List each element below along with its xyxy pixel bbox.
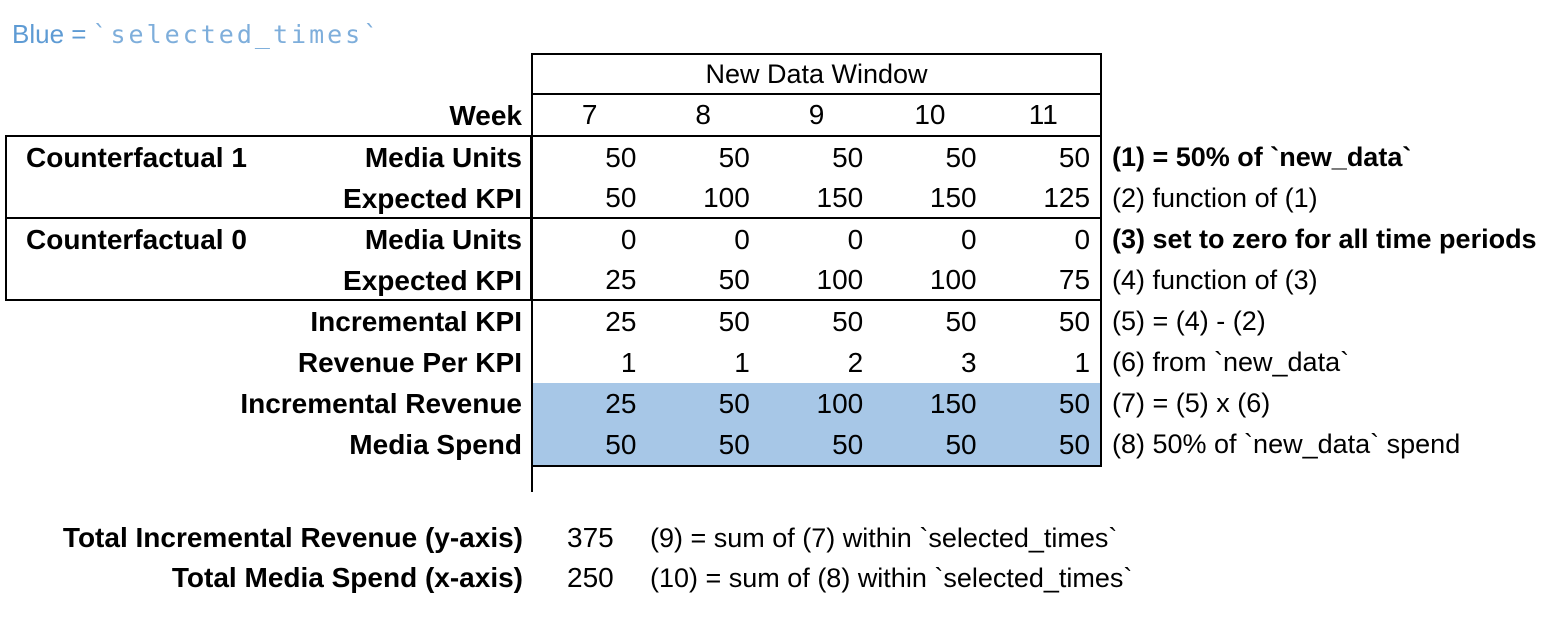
table-cell: 50 xyxy=(605,181,637,213)
row-label-media-units-cf1: Media Units xyxy=(364,141,522,173)
note-7: (7) = (5) x (6) xyxy=(1112,388,1271,418)
legend: Blue = `selected_times` xyxy=(12,16,381,52)
table-cell: 50 xyxy=(718,428,750,460)
row-label-media-units-cf0: Media Units xyxy=(364,223,522,255)
row-label-expected-kpi-cf0: Expected KPI xyxy=(343,264,522,296)
table-cell: 0 xyxy=(1074,223,1091,255)
table-cell: 50 xyxy=(605,428,637,460)
table-row-incremental-revenue-highlighted: 25 50 100 150 50 xyxy=(533,383,1100,424)
row-label-expected-kpi-cf1: Expected KPI xyxy=(343,182,522,214)
legend-code-selected-times: `selected_times` xyxy=(92,19,382,49)
row-label-revenue-per-kpi: Revenue Per KPI xyxy=(297,346,522,378)
table-cell: 50 xyxy=(832,141,864,173)
note-8: (8) 50% of `new_data` spend xyxy=(1112,429,1461,459)
note-4: (4) function of (3) xyxy=(1112,265,1318,295)
table-cell: 1 xyxy=(1074,346,1091,378)
week-header-row: 7 8 9 10 11 xyxy=(531,95,1102,137)
note-9: (9) = sum of (7) within `selected_times` xyxy=(650,522,1118,553)
table-row-media-units-cf0: 0 0 0 0 0 xyxy=(533,219,1100,260)
note-5: (5) = (4) - (2) xyxy=(1112,306,1266,336)
table-cell: 1 xyxy=(620,346,637,378)
table-cell: 50 xyxy=(718,263,750,295)
week-value: 9 xyxy=(808,99,825,130)
table-cell: 0 xyxy=(961,223,977,255)
table-row-expected-kpi-cf0: 25 50 100 100 75 xyxy=(533,260,1100,301)
week-value: 7 xyxy=(581,99,598,130)
table-cell: 50 xyxy=(945,141,977,173)
table-cell: 3 xyxy=(961,346,977,378)
counterfactual-1-label: Counterfactual 1 xyxy=(26,141,247,173)
table-cell: 50 xyxy=(945,305,977,337)
table-cell: 50 xyxy=(1058,305,1091,337)
table-cell: 50 xyxy=(718,141,750,173)
table-cell: 50 xyxy=(1058,428,1091,460)
table-cell: 100 xyxy=(929,263,977,295)
total-media-spend-value: 250 xyxy=(567,562,614,593)
table-cell: 25 xyxy=(605,305,637,337)
table-cell: 50 xyxy=(832,428,864,460)
table-cell: 100 xyxy=(816,387,864,419)
note-10: (10) = sum of (8) within `selected_times… xyxy=(650,562,1133,593)
table-cell: 0 xyxy=(847,223,864,255)
table-cell: 0 xyxy=(620,223,637,255)
row-label-incremental-kpi: Incremental KPI xyxy=(310,305,522,337)
table-cell: 100 xyxy=(703,181,750,213)
table-cell: 2 xyxy=(847,346,864,378)
counterfactual-0-label: Counterfactual 0 xyxy=(26,223,247,255)
table-cell: 50 xyxy=(718,305,750,337)
data-table: 50 50 50 50 50 50 100 150 150 125 0 0 0 … xyxy=(531,137,1102,467)
table-cell: 100 xyxy=(816,263,864,295)
note-6: (6) from `new_data` xyxy=(1112,347,1350,377)
table-row-media-units-cf1: 50 50 50 50 50 xyxy=(533,137,1100,178)
note-3: (3) set to zero for all time periods xyxy=(1112,224,1537,254)
table-cell: 50 xyxy=(832,305,864,337)
table-cell: 25 xyxy=(605,387,637,419)
table-cell: 1 xyxy=(734,346,750,378)
table-cell: 50 xyxy=(945,428,977,460)
total-incremental-revenue-value: 375 xyxy=(567,522,614,553)
table-cell: 50 xyxy=(1058,141,1091,173)
table-cell: 150 xyxy=(929,181,977,213)
table-cell: 25 xyxy=(605,263,637,295)
new-data-window-label: New Data Window xyxy=(705,58,928,89)
table-cell: 50 xyxy=(1058,387,1091,419)
new-data-window-header-box: New Data Window xyxy=(531,53,1102,95)
table-row-expected-kpi-cf1: 50 100 150 150 125 xyxy=(533,178,1100,219)
note-1: (1) = 50% of `new_data` xyxy=(1112,142,1412,172)
row-label-media-spend: Media Spend xyxy=(349,428,522,460)
table-cell: 150 xyxy=(929,387,977,419)
table-cell: 75 xyxy=(1058,263,1091,295)
week-row-label: Week xyxy=(449,100,522,131)
legend-label: Blue = xyxy=(12,18,87,49)
table-left-border-extension xyxy=(531,467,533,492)
total-incremental-revenue-label: Total Incremental Revenue (y-axis) xyxy=(62,522,523,553)
total-media-spend-label: Total Media Spend (x-axis) xyxy=(171,562,523,593)
week-value: 8 xyxy=(695,99,711,130)
table-cell: 0 xyxy=(734,223,750,255)
week-value: 10 xyxy=(914,99,946,130)
table-cell: 150 xyxy=(816,181,864,213)
note-2: (2) function of (1) xyxy=(1112,183,1318,213)
table-cell: 50 xyxy=(718,387,750,419)
table-row-incremental-kpi: 25 50 50 50 50 xyxy=(533,301,1100,342)
table-row-media-spend-highlighted: 50 50 50 50 50 xyxy=(533,424,1100,465)
row-label-incremental-revenue: Incremental Revenue xyxy=(240,387,522,419)
table-row-revenue-per-kpi: 1 1 2 3 1 xyxy=(533,342,1100,383)
week-value: 11 xyxy=(1028,99,1058,130)
table-cell: 125 xyxy=(1043,181,1091,213)
table-cell: 50 xyxy=(605,141,637,173)
